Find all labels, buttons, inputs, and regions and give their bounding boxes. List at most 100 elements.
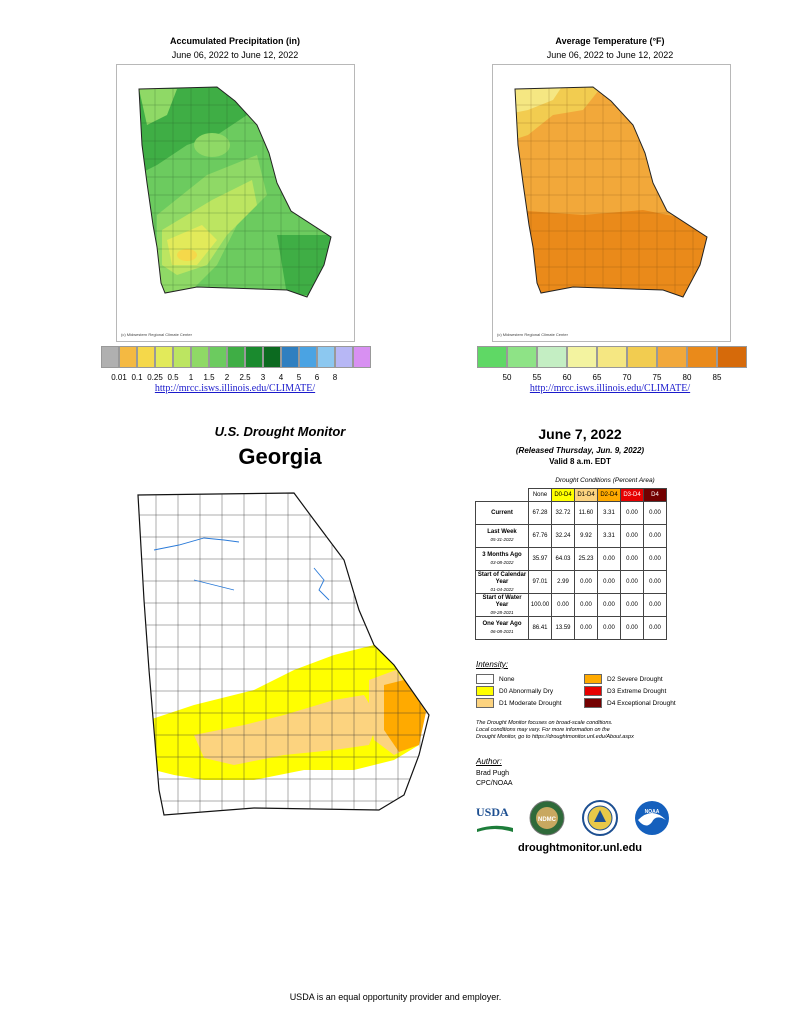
intensity-label: D1 Moderate Drought: [499, 699, 562, 707]
precip-map-subtitle: June 06, 2022 to June 12, 2022: [171, 50, 299, 60]
table-cell: 3.31: [597, 524, 621, 548]
table-cell: 0.00: [643, 593, 667, 617]
doc-seal-logo: [582, 800, 618, 836]
usdm-released: (Released Thursday, Jun. 9, 2022): [515, 446, 645, 455]
legend-label: 0.5: [167, 373, 179, 382]
legend-label: 85: [712, 373, 722, 382]
noaa-logo-text: NOAA: [645, 809, 660, 815]
precip-map-title: Accumulated Precipitation (in): [169, 36, 301, 46]
noaa-logo-graphic: NOAA: [635, 801, 669, 835]
website-link[interactable]: droughtmonitor.unl.edu: [517, 842, 643, 854]
table-row: One Year Ago 06-08-2021 86.41 13.59 0.00 0.00…: [475, 616, 667, 640]
author-name: Brad Pugh: [476, 770, 510, 777]
precip-map-image: (c) Midwestern Regional Climate Center: [121, 86, 332, 337]
legend-label: 2.5: [239, 373, 251, 382]
ndmc-logo: NDMC: [529, 800, 565, 836]
table-row-label: 3 Months Ago 03-08-2022: [475, 547, 529, 571]
intensity-item: D4 Exceptional Drought: [584, 697, 676, 709]
table-row: 3 Months Ago 03-08-2022 35.97 64.03 25.23 0.0…: [475, 547, 667, 571]
table-cell: 97.01: [528, 570, 552, 594]
legend-label: 3: [260, 373, 266, 382]
table-cell: 0.00: [597, 547, 621, 571]
legend-label: 6: [314, 373, 320, 382]
intensity-item: D3 Extreme Drought: [584, 685, 666, 697]
intensity-swatch: [584, 686, 602, 696]
usdm-title: U.S. Drought Monitor: [214, 424, 346, 439]
legend-swatch: [353, 346, 371, 368]
author-heading: Author:: [476, 757, 502, 766]
legend-label: 70: [622, 373, 632, 382]
legend-label: 0.1: [131, 373, 143, 382]
usda-logo: USDA: [476, 805, 516, 835]
legend-swatch: [335, 346, 353, 368]
table-row-date: 05-31-2022: [490, 537, 514, 542]
legend-label: 60: [562, 373, 572, 382]
legend-label: 75: [652, 373, 662, 382]
usdm-state: Georgia: [238, 444, 322, 469]
intensity-swatch: [476, 698, 494, 708]
intensity-item: D1 Moderate Drought: [476, 697, 562, 709]
table-cell: 86.41: [528, 616, 552, 640]
intensity-swatch: [584, 698, 602, 708]
legend-label: 80: [682, 373, 692, 382]
table-cell: 0.00: [574, 616, 598, 640]
legend-swatch: [101, 346, 119, 368]
table-row-label: Current: [475, 501, 529, 525]
intensity-label: D0 Abnormally Dry: [499, 687, 554, 695]
legend-swatch: [567, 346, 597, 368]
table-column-header: D4: [643, 488, 667, 502]
usdm-valid: Valid 8 a.m. EDT: [549, 457, 611, 466]
precip-map-frame: (c) Midwestern Regional Climate Center: [116, 64, 355, 342]
legend-label: 0.01: [111, 373, 127, 382]
intensity-item: None: [476, 673, 515, 685]
temp-source-link[interactable]: http://mrcc.isws.illinois.edu/CLIMATE/: [529, 383, 691, 394]
intensity-swatch: [476, 674, 494, 684]
legend-label: 2: [224, 373, 230, 382]
table-cell: 0.00: [597, 616, 621, 640]
table-cell: 0.00: [597, 593, 621, 617]
table-cell: 0.00: [620, 593, 644, 617]
ndmc-logo-graphic: NDMC: [529, 800, 565, 836]
note-line: The Drought Monitor focuses on broad-sca…: [476, 720, 613, 726]
intensity-swatch: [584, 674, 602, 684]
legend-swatch: [507, 346, 537, 368]
drought-conditions-table: None D0-D4 D1-D4 D2-D4 D3-D4 D4 Current 67.28 3…: [475, 488, 667, 640]
drought-map: [134, 490, 434, 825]
table-column-header: D2-D4: [597, 488, 621, 502]
table-cell: 0.00: [643, 570, 667, 594]
temp-map-frame: (c) Midwestern Regional Climate Center: [492, 64, 731, 342]
precip-source-link[interactable]: http://mrcc.isws.illinois.edu/CLIMATE/: [154, 383, 316, 394]
table-corner: [476, 489, 529, 502]
table-cell: 0.00: [643, 524, 667, 548]
table-cell: 67.28: [528, 501, 552, 525]
table-cell: 2.99: [551, 570, 575, 594]
temp-map-credit: (c) Midwestern Regional Climate Center: [497, 332, 569, 337]
table-row-date: 09-28-2021: [490, 609, 514, 615]
legend-label: 1: [188, 373, 194, 382]
table-cell: 25.23: [574, 547, 598, 571]
table-row-label: One Year Ago 06-08-2021: [475, 616, 529, 640]
precip-legend-bar: [101, 346, 371, 370]
table-column-header: D0-D4: [551, 488, 575, 502]
intensity-swatch: [476, 686, 494, 696]
temp-map-subtitle: June 06, 2022 to June 12, 2022: [546, 50, 674, 60]
table-cell: 0.00: [620, 501, 644, 525]
ndmc-logo-text: NDMC: [538, 817, 557, 823]
legend-label: 1.5: [203, 373, 215, 382]
legend-swatch: [281, 346, 299, 368]
legend-label: 50: [502, 373, 512, 382]
temp-legend-labels: 50 55 60 65 70 75 80 85: [477, 373, 747, 385]
temp-map-image: (c) Midwestern Regional Climate Center: [497, 86, 708, 337]
legend-swatch: [119, 346, 137, 368]
table-cell: 0.00: [643, 547, 667, 571]
table-cell: 11.60: [574, 501, 598, 525]
intensity-heading: Intensity:: [476, 660, 509, 669]
table-row-date: 03-08-2022: [490, 560, 514, 565]
legend-swatch: [245, 346, 263, 368]
legend-swatch: [627, 346, 657, 368]
legend-swatch: [317, 346, 335, 368]
table-cell: 67.76: [528, 524, 552, 548]
table-cell: 0.00: [620, 570, 644, 594]
intensity-label: D2 Severe Drought: [607, 675, 663, 683]
table-row-label: Last Week 05-31-2022: [475, 524, 529, 548]
